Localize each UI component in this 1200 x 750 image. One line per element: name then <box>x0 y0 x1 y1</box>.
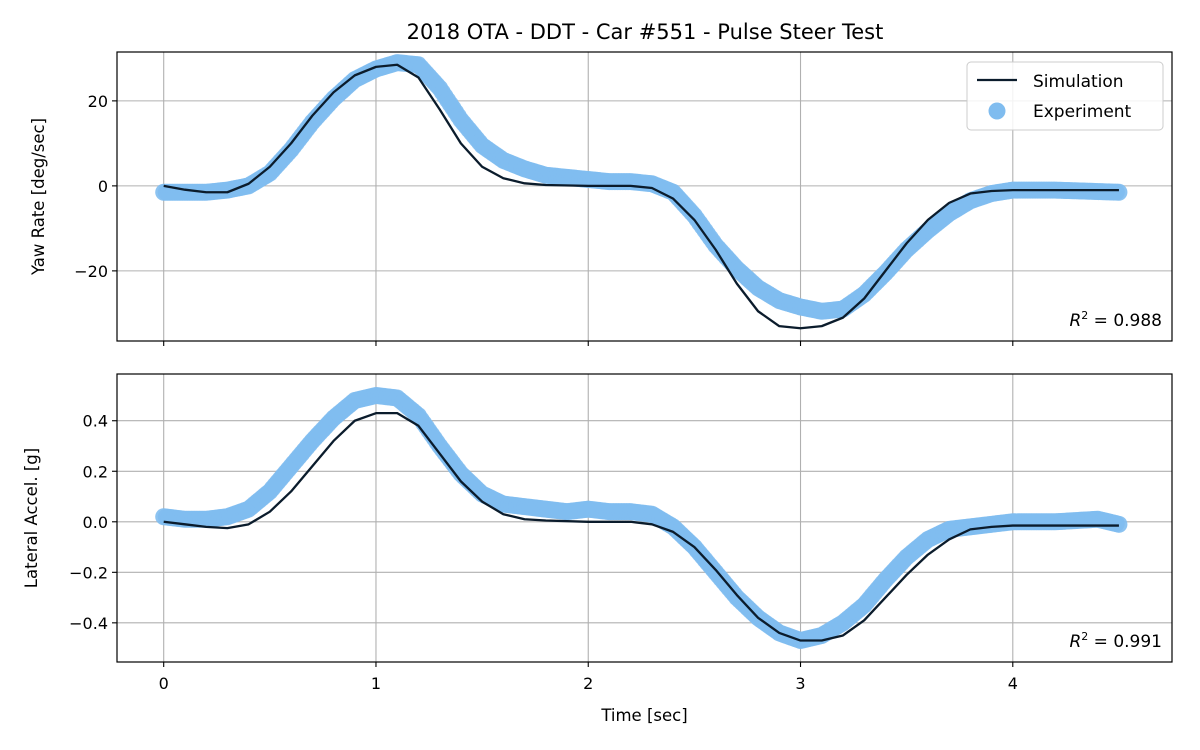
yaw-y-axis-label: Yaw Rate [deg/sec] <box>29 118 48 276</box>
lat-ticks: 0 1 2 3 4 −0.4 −0.2 0.0 0.2 0.4 <box>69 412 1018 693</box>
lat-experiment-point <box>1110 515 1128 533</box>
lat-y-tick-label: 0.4 <box>83 412 108 431</box>
lat-x-tick-label: 1 <box>371 674 381 693</box>
yaw-y-tick-label: 20 <box>88 92 108 111</box>
legend-experiment-label: Experiment <box>1033 102 1132 122</box>
yaw-simulation-line <box>163 63 1119 330</box>
yaw-r2-prefix: R <box>1069 311 1081 331</box>
yaw-ticks: −20 0 20 <box>74 92 1014 346</box>
lat-y-tick-label: −0.2 <box>69 563 108 582</box>
yaw-r-squared-annotation: R2 = 0.988 <box>1069 309 1162 331</box>
yaw-rate-panel: −20 0 20 Yaw Rate [deg/sec] Simulation Expe… <box>29 51 1173 346</box>
lat-y-tick-label: 0.0 <box>83 513 108 532</box>
yaw-y-tick-label: 0 <box>98 177 108 196</box>
yaw-axes-frame <box>116 51 1173 342</box>
legend-experiment-swatch <box>988 102 1006 120</box>
legend-simulation-label: Simulation <box>1033 72 1124 92</box>
lat-simulation-line <box>163 412 1119 642</box>
lateral-accel-panel: 0 1 2 3 4 −0.4 −0.2 0.0 0.2 0.4 Lateral Accel. [g… <box>22 373 1173 725</box>
lat-x-tick-label: 2 <box>583 674 593 693</box>
lat-r-squared-annotation: R2 = 0.991 <box>1069 630 1162 652</box>
lat-r2-prefix: R <box>1069 632 1081 652</box>
chart-title: 2018 OTA - DDT - Car #551 - Pulse Steer … <box>407 20 884 44</box>
lat-x-tick-label: 4 <box>1008 674 1018 693</box>
lat-axes-frame <box>116 373 1173 663</box>
lat-gridlines <box>117 374 1172 662</box>
lat-x-tick-label: 0 <box>159 674 169 693</box>
yaw-experiment-point <box>1110 183 1128 201</box>
lat-x-tick-label: 3 <box>795 674 805 693</box>
lat-y-axis-label: Lateral Accel. [g] <box>22 448 41 588</box>
lat-series <box>155 386 1128 650</box>
lat-y-tick-label: −0.4 <box>69 614 108 633</box>
yaw-r2-exponent: 2 <box>1081 309 1088 322</box>
lat-r2-value: = 0.991 <box>1088 632 1162 652</box>
lat-r2-exponent: 2 <box>1081 630 1088 643</box>
legend: Simulation Experiment <box>966 61 1164 131</box>
yaw-y-tick-label: −20 <box>74 262 108 281</box>
yaw-series <box>155 54 1128 330</box>
yaw-r2-value: = 0.988 <box>1088 311 1162 331</box>
x-axis-label: Time [sec] <box>600 706 687 725</box>
lat-y-tick-label: 0.2 <box>83 462 108 481</box>
